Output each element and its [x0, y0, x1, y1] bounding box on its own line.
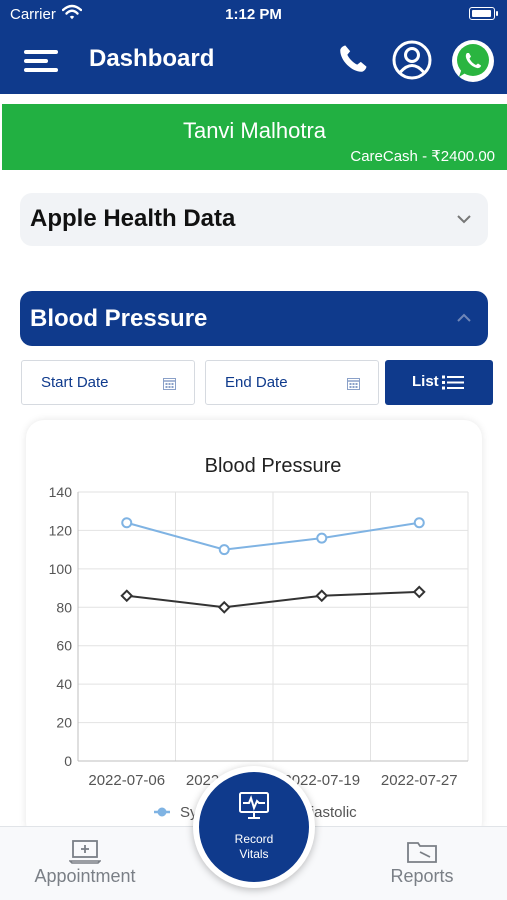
wifi-icon	[62, 4, 82, 20]
data-point-systolic	[316, 532, 328, 544]
y-tick-label: 20	[56, 715, 72, 731]
nav-reports-label: Reports	[390, 866, 454, 886]
data-point-diastolic	[120, 589, 134, 603]
y-tick-label: 100	[49, 561, 73, 577]
x-tick-label: 2022-07-19	[283, 772, 360, 789]
record-vitals-button[interactable]: Record Vitals	[193, 766, 315, 888]
nav-reports[interactable]: Reports	[342, 827, 502, 900]
carrier-label: Carrier	[10, 6, 56, 23]
nav-appointment[interactable]: Appointment	[5, 827, 165, 900]
laptop-plus-icon	[69, 840, 101, 864]
chevron-down-icon	[457, 215, 471, 224]
list-icon	[442, 375, 464, 390]
data-point-diastolic	[217, 600, 231, 614]
page-title: Dashboard	[89, 45, 215, 72]
menu-icon[interactable]	[24, 47, 58, 75]
y-tick-label: 40	[56, 676, 72, 692]
phone-icon[interactable]	[336, 42, 370, 76]
nav-appointment-label: Appointment	[34, 866, 136, 886]
apple-health-accordion[interactable]: Apple Health Data	[20, 193, 488, 246]
calendar-icon	[163, 378, 176, 390]
patient-banner: Tanvi Malhotra CareCash - ₹2400.00	[2, 104, 507, 170]
chevron-up-icon	[457, 313, 471, 322]
chart-title: Blood Pressure	[205, 455, 342, 477]
monitor-heartbeat-icon	[239, 792, 269, 819]
x-tick-label: 2022-07-27	[381, 772, 458, 789]
data-point-diastolic	[412, 585, 426, 599]
status-time: 1:12 PM	[225, 6, 282, 23]
record-label-line2: Vitals	[239, 847, 269, 861]
end-date-field[interactable]: End Date	[205, 360, 379, 405]
start-date-label: Start Date	[41, 374, 109, 391]
whatsapp-icon[interactable]	[451, 39, 495, 83]
data-point-systolic	[218, 544, 230, 556]
folder-icon	[407, 842, 437, 863]
carecash-balance: CareCash - ₹2400.00	[350, 148, 495, 165]
blood-pressure-title: Blood Pressure	[30, 305, 208, 332]
series-line-systolic	[126, 521, 420, 551]
app-header: Dashboard	[0, 30, 507, 94]
end-date-label: End Date	[225, 374, 288, 391]
y-tick-label: 60	[56, 638, 72, 654]
battery-icon	[469, 7, 498, 20]
data-point-systolic	[121, 517, 133, 529]
blood-pressure-accordion[interactable]: Blood Pressure	[20, 291, 488, 346]
user-icon[interactable]	[392, 40, 432, 80]
data-point-diastolic	[315, 589, 329, 603]
y-tick-label: 120	[49, 522, 73, 538]
record-label-line1: Record	[234, 832, 274, 846]
series-line-diastolic	[126, 590, 420, 609]
data-point-systolic	[413, 517, 425, 529]
calendar-icon	[347, 378, 360, 390]
list-button-label: List	[412, 373, 439, 390]
y-tick-label: 80	[56, 599, 72, 615]
patient-name: Tanvi Malhotra	[182, 118, 327, 143]
legend-swatch-marker	[157, 807, 167, 817]
list-view-button[interactable]: List	[385, 360, 493, 405]
x-tick-label: 2022-07-06	[88, 772, 165, 789]
start-date-field[interactable]: Start Date	[21, 360, 195, 405]
apple-health-title: Apple Health Data	[30, 205, 236, 232]
y-tick-label: 140	[49, 484, 73, 500]
status-bar: Carrier 1:12 PM	[0, 0, 507, 30]
y-tick-label: 0	[64, 753, 72, 769]
